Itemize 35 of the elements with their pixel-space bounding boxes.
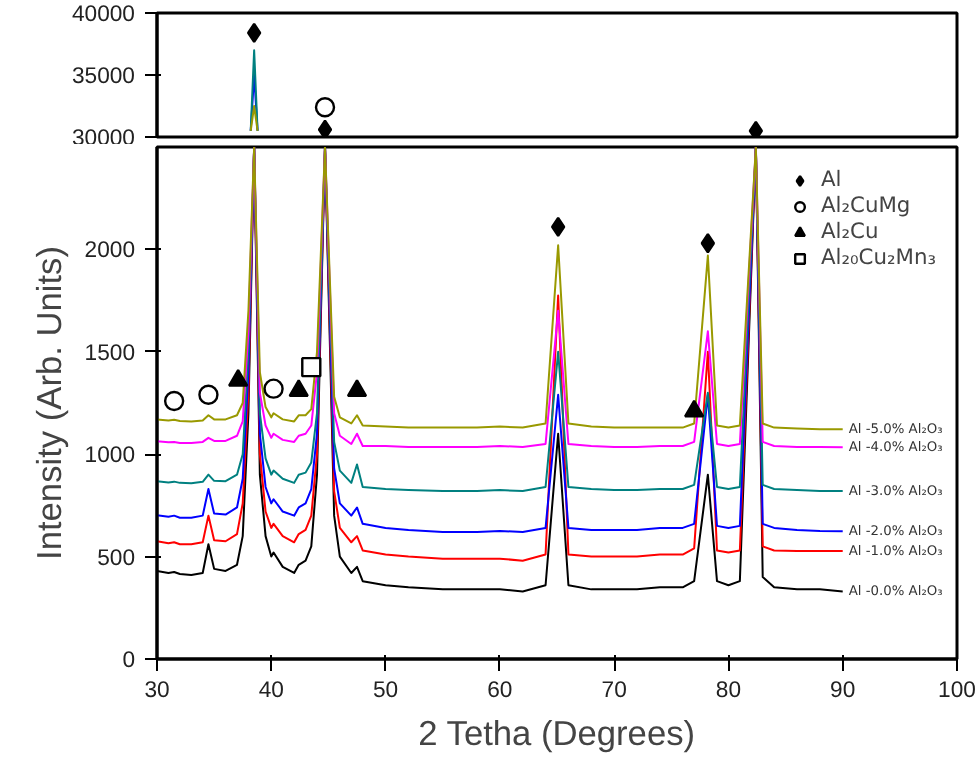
point bbox=[317, 119, 333, 137]
legend-label: Al₂CuMg bbox=[821, 192, 911, 218]
y-tick-label: 40000 bbox=[72, 3, 136, 27]
y-axis-title: Intensity (Arb. Units) bbox=[28, 246, 69, 560]
point bbox=[246, 22, 262, 44]
point bbox=[748, 120, 764, 137]
point bbox=[263, 378, 284, 399]
y-tick-label: 500 bbox=[97, 546, 136, 571]
legend-label: Al₂₀Cu₂Mn₃ bbox=[821, 244, 936, 270]
point bbox=[301, 356, 322, 378]
point bbox=[288, 379, 309, 398]
x-tick-label: 80 bbox=[715, 679, 742, 703]
point bbox=[227, 368, 249, 387]
point bbox=[683, 399, 705, 418]
y-tick-label: 0 bbox=[122, 649, 136, 673]
x-axis-title: 2 Tetha (Degrees) bbox=[418, 713, 696, 753]
x-tick-label: 70 bbox=[601, 679, 627, 703]
y-tick-label: 1000 bbox=[84, 444, 135, 469]
y-tick-label: 1500 bbox=[84, 341, 135, 366]
x-tick-label: 30 bbox=[144, 679, 170, 703]
y-tick-label: 2000 bbox=[84, 239, 135, 264]
x-tick-label: 90 bbox=[830, 679, 856, 703]
x-tick-label: 60 bbox=[487, 679, 513, 703]
point bbox=[700, 233, 716, 254]
legend-label: Al₂Cu bbox=[821, 218, 879, 244]
point bbox=[198, 384, 219, 405]
legend-label: Al bbox=[821, 166, 844, 192]
x-tick-label: 50 bbox=[372, 679, 399, 703]
x-tick-label: 100 bbox=[938, 679, 976, 703]
y-tick-label: 35000 bbox=[72, 65, 136, 89]
point bbox=[550, 216, 566, 238]
point bbox=[314, 97, 336, 118]
point bbox=[346, 379, 368, 398]
point bbox=[163, 390, 185, 412]
x-tick-label: 40 bbox=[258, 679, 284, 703]
